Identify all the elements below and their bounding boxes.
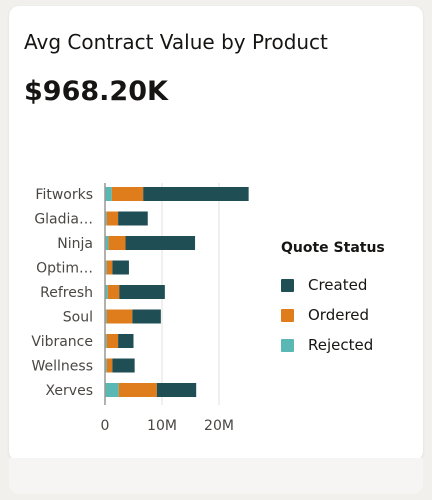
legend-item-created[interactable]: Created (281, 270, 385, 300)
bar-created-2[interactable] (125, 236, 196, 250)
bar-rejected-7[interactable] (105, 358, 107, 373)
bar-rejected-4[interactable] (105, 285, 108, 299)
x-tick-label-0: 0 (101, 418, 110, 434)
x-tick-label-2: 20M (204, 418, 234, 434)
bar-ordered-5[interactable] (106, 309, 133, 324)
bar-rejected-3[interactable] (105, 260, 107, 275)
bar-ordered-2[interactable] (108, 236, 126, 250)
legend: Quote Status Created Ordered Rejected (281, 240, 385, 360)
bar-created-5[interactable] (132, 309, 161, 324)
bar-ordered-7[interactable] (106, 358, 113, 373)
legend-title: Quote Status (281, 240, 385, 256)
x-tick-label-1: 10M (147, 418, 177, 434)
bar-ordered-1[interactable] (106, 211, 119, 226)
legend-swatch-ordered (281, 308, 294, 322)
category-label-4: Refresh (40, 285, 93, 301)
chart-card (9, 6, 423, 461)
category-label-1: Gladia… (34, 212, 93, 228)
legend-swatch-created (281, 278, 294, 292)
category-label-5: Soul (63, 310, 93, 326)
bar-rejected-8[interactable] (105, 383, 119, 397)
category-label-3: Optim… (36, 261, 93, 277)
bar-ordered-3[interactable] (106, 260, 113, 275)
category-label-2: Ninja (57, 236, 93, 252)
bar-created-3[interactable] (112, 260, 129, 275)
bar-rejected-5[interactable] (105, 309, 107, 324)
bar-created-1[interactable] (118, 211, 148, 226)
category-label-6: Vibrance (31, 334, 93, 350)
chart-title: Avg Contract Value by Product (24, 30, 328, 54)
category-label-8: Xerves (45, 383, 93, 399)
bar-rejected-2[interactable] (105, 236, 109, 250)
bar-ordered-6[interactable] (106, 334, 119, 348)
category-label-0: Fitworks (35, 187, 93, 203)
bar-created-6[interactable] (118, 334, 134, 348)
legend-label-rejected: Rejected (308, 336, 374, 354)
bar-ordered-4[interactable] (107, 285, 120, 299)
bar-ordered-8[interactable] (118, 383, 157, 397)
bar-rejected-0[interactable] (105, 187, 112, 201)
legend-swatch-rejected (281, 338, 294, 352)
legend-label-ordered: Ordered (308, 306, 370, 324)
bar-rejected-1[interactable] (105, 211, 107, 226)
legend-item-ordered[interactable]: Ordered (281, 300, 385, 330)
bar-created-7[interactable] (112, 358, 135, 373)
bar-created-4[interactable] (119, 285, 165, 299)
card-footer (9, 458, 423, 494)
bar-created-0[interactable] (143, 187, 249, 201)
legend-label-created: Created (308, 276, 368, 294)
bar-ordered-0[interactable] (111, 187, 144, 201)
legend-item-rejected[interactable]: Rejected (281, 330, 385, 360)
kpi-value: $968.20K (24, 76, 168, 107)
category-label-7: Wellness (32, 359, 94, 375)
bar-rejected-6[interactable] (105, 334, 107, 348)
bar-created-8[interactable] (156, 383, 197, 397)
